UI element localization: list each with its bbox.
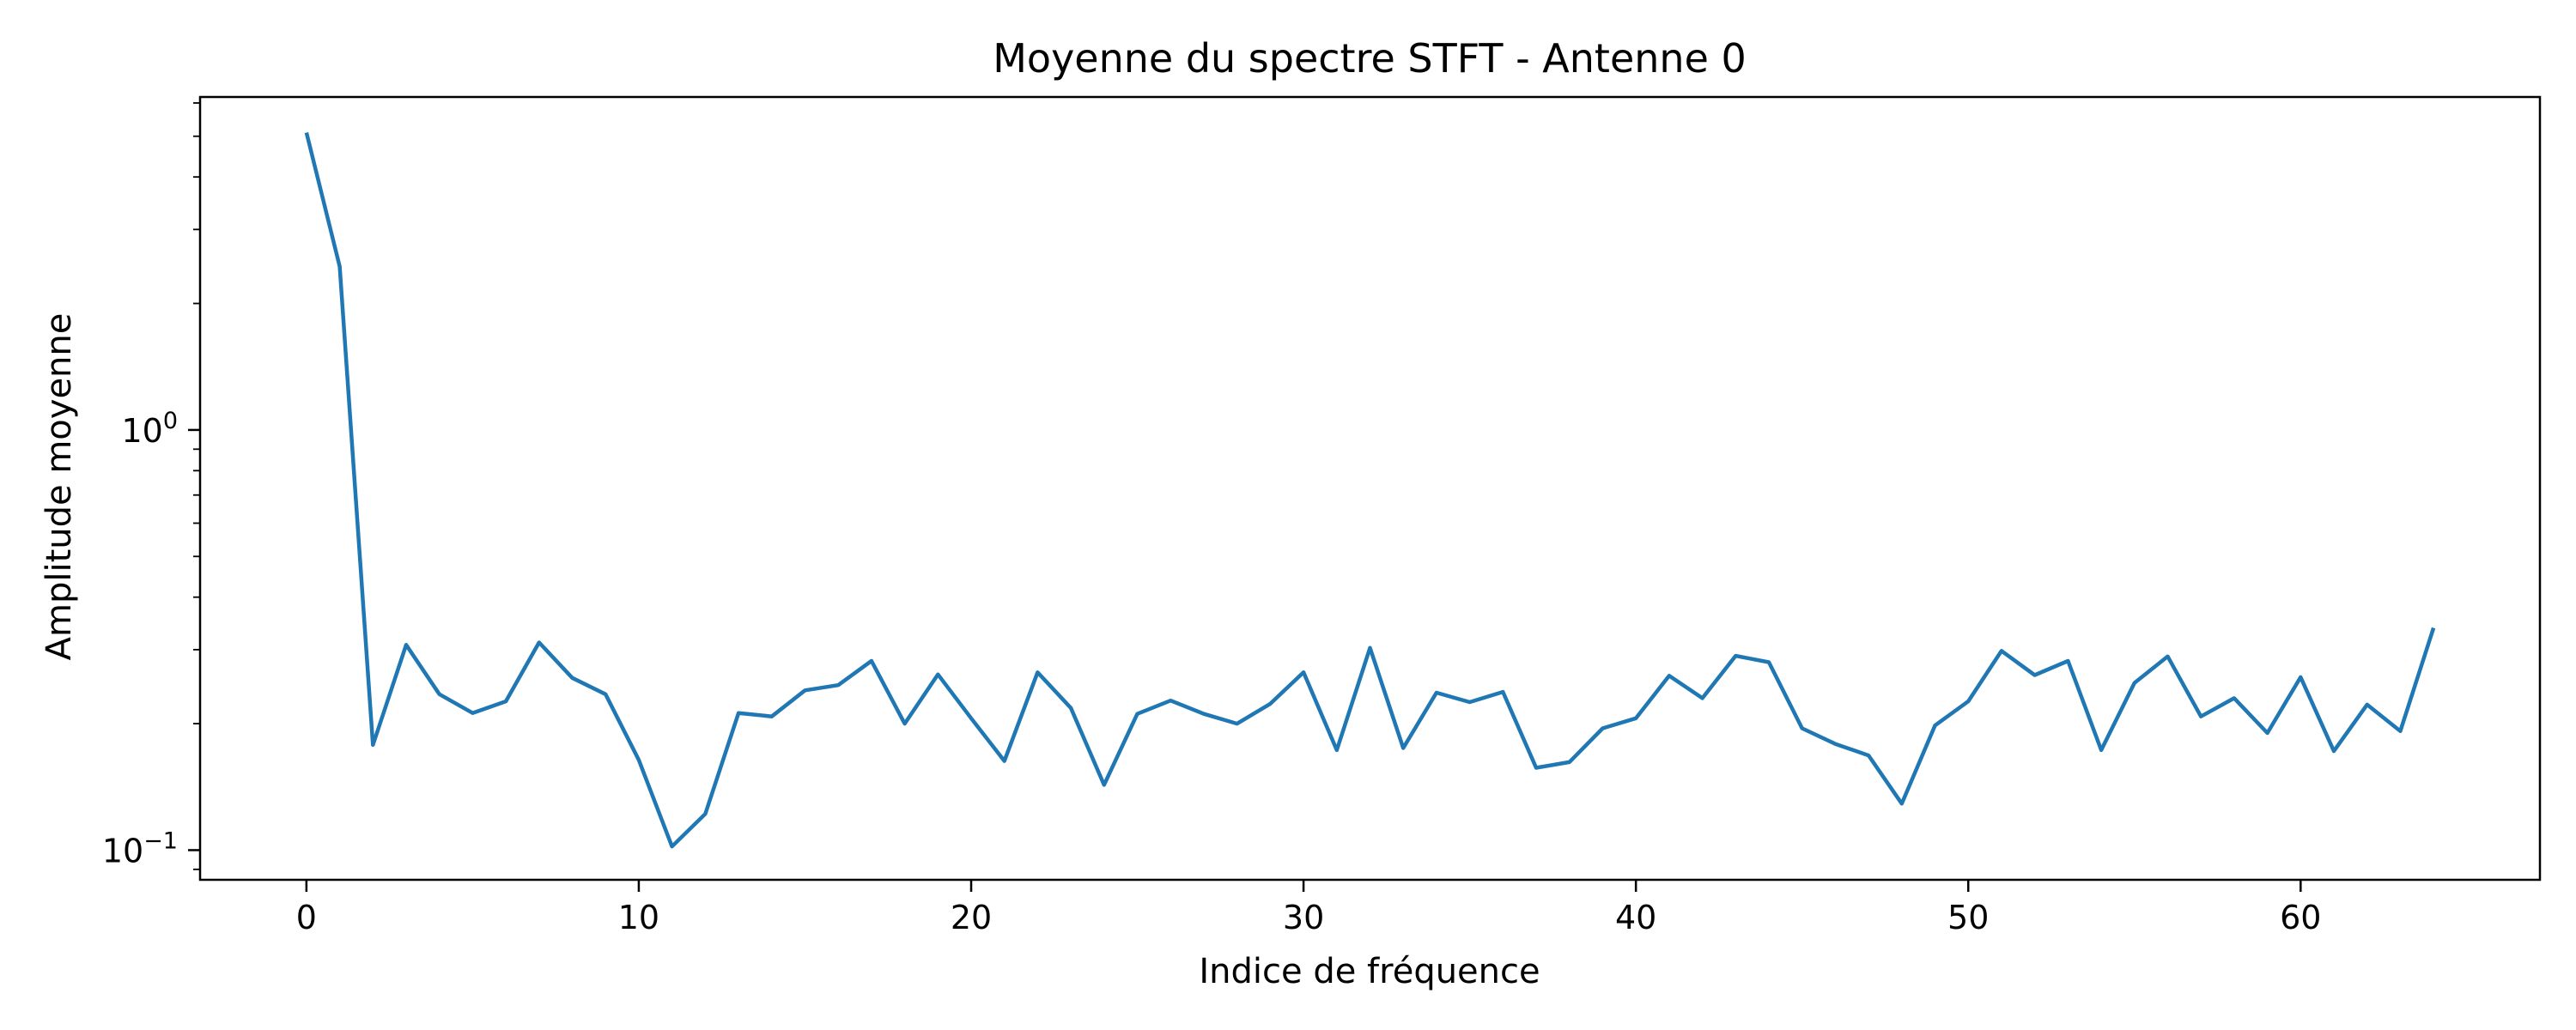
y-tick-label: 10−1 [102,827,178,869]
series-line [304,131,2436,849]
x-tick-label: 60 [2280,899,2321,936]
chart-title: Moyenne du spectre STFT - Antenne 0 [993,35,1747,82]
axis-ticks: 0 10 20 30 40 50 60 10−1 100 [102,102,2321,936]
plot-area [198,95,2542,882]
x-tick-label: 30 [1283,899,1324,936]
y-tick-label: 100 [121,408,178,450]
x-tick-label: 0 [296,899,317,936]
x-tick-label: 10 [618,899,659,936]
x-axis-label: Indice de fréquence [1199,952,1540,991]
x-tick-label: 40 [1615,899,1656,936]
x-tick-label: 20 [951,899,992,936]
y-axis-label: Amplitude moyenne [39,313,79,661]
x-tick-label: 50 [1947,899,1989,936]
axes-frame [198,95,2542,882]
